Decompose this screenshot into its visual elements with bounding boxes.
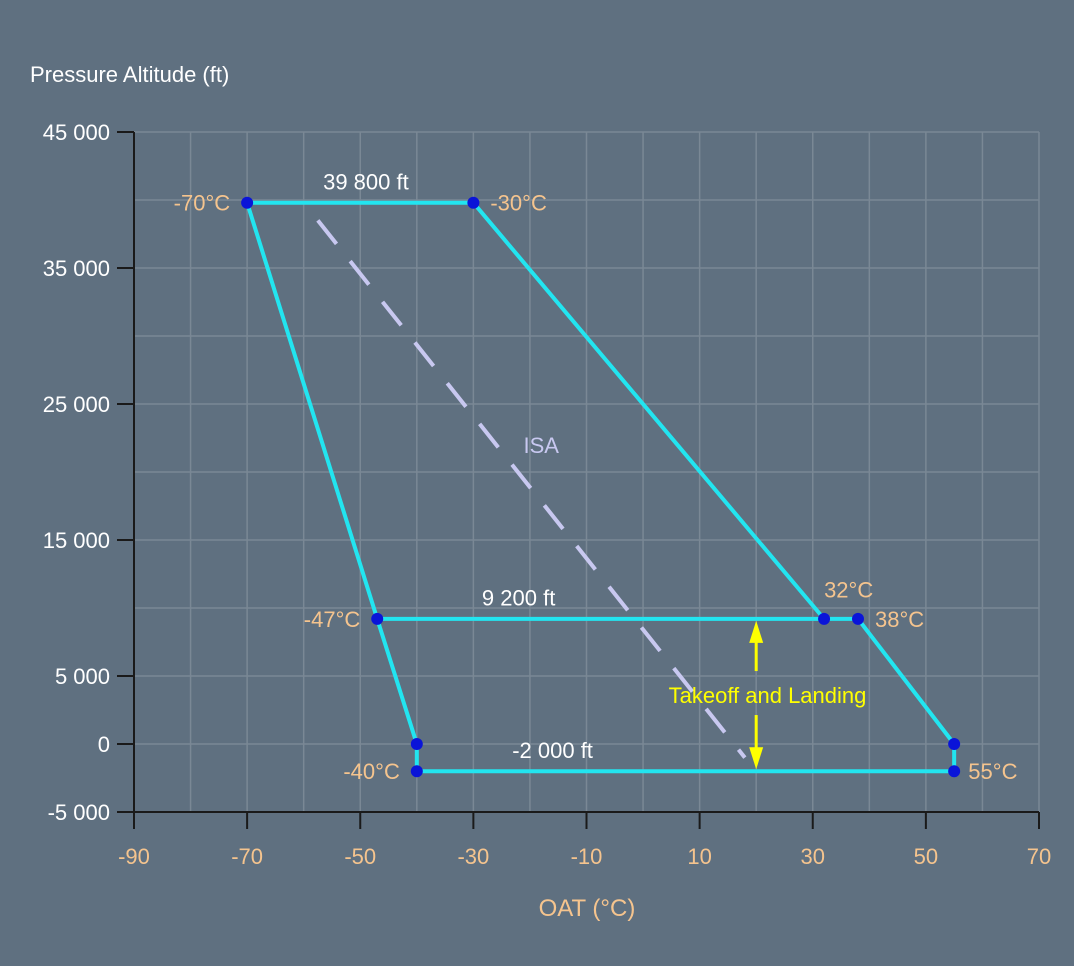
- x-tick-label: 10: [687, 844, 711, 869]
- annotation-alt_low: -2 000 ft: [512, 738, 593, 763]
- isa-line: [316, 219, 747, 759]
- envelope-point: [410, 738, 423, 750]
- takeoff-arrow-down-head: [749, 747, 764, 770]
- envelope-point: [371, 612, 384, 625]
- annotation-alt_top: 39 800 ft: [323, 169, 409, 194]
- annotation-t_m40: -40°C: [343, 759, 400, 784]
- envelope-point: [948, 738, 961, 750]
- envelope-point: [467, 196, 480, 209]
- y-tick-label: 45 000: [43, 120, 110, 145]
- envelope-point: [410, 765, 423, 778]
- envelope-point: [852, 612, 864, 625]
- x-tick-label: -70: [231, 844, 263, 869]
- y-tick-label: 5 000: [55, 664, 110, 689]
- labels: 39 800 ft 9 200 ft -2 000 ft ISA Takeoff and…: [174, 169, 1018, 784]
- annotation-takeoff: Takeoff and Landing: [669, 683, 867, 708]
- grid: [134, 131, 1040, 812]
- x-axis-title: OAT (°C): [539, 895, 636, 922]
- y-tick-label: 15 000: [43, 528, 110, 553]
- y-axis-title: Pressure Altitude (ft): [30, 62, 229, 87]
- y-tick-label: 25 000: [43, 392, 110, 417]
- x-tick-label: -90: [118, 844, 150, 869]
- envelope-point: [948, 765, 961, 778]
- annotation-alt_mid: 9 200 ft: [482, 585, 555, 610]
- x-tick-label: -50: [344, 844, 376, 869]
- x-tick-label: 30: [801, 844, 825, 869]
- y-tick-label: 35 000: [43, 256, 110, 281]
- annotation-t_38: 38°C: [875, 607, 924, 632]
- series: [241, 196, 961, 778]
- annotation-t_m47: -47°C: [304, 607, 361, 632]
- annotation-t_m70: -70°C: [174, 191, 231, 216]
- takeoff-arrow-up-head: [749, 620, 764, 643]
- y-tick-label: 0: [98, 732, 110, 757]
- ticks: 45 000 35 000 25 000 15 000 5 000 0 -5 000 -90 -…: [43, 120, 1052, 869]
- x-tick-label: -30: [457, 844, 489, 869]
- y-tick-label: -5 000: [48, 800, 110, 825]
- annotation-isa: ISA: [524, 433, 560, 458]
- x-tick-label: -10: [571, 844, 603, 869]
- annotation-t_m30: -30°C: [490, 191, 547, 216]
- envelope-point: [241, 196, 254, 209]
- annotation-t_32: 32°C: [824, 577, 873, 602]
- x-tick-label: 50: [914, 844, 938, 869]
- envelope-point: [818, 612, 831, 625]
- x-tick-label: 70: [1027, 844, 1051, 869]
- annotation-t_55: 55°C: [968, 759, 1017, 784]
- envelope-line: [245, 200, 957, 774]
